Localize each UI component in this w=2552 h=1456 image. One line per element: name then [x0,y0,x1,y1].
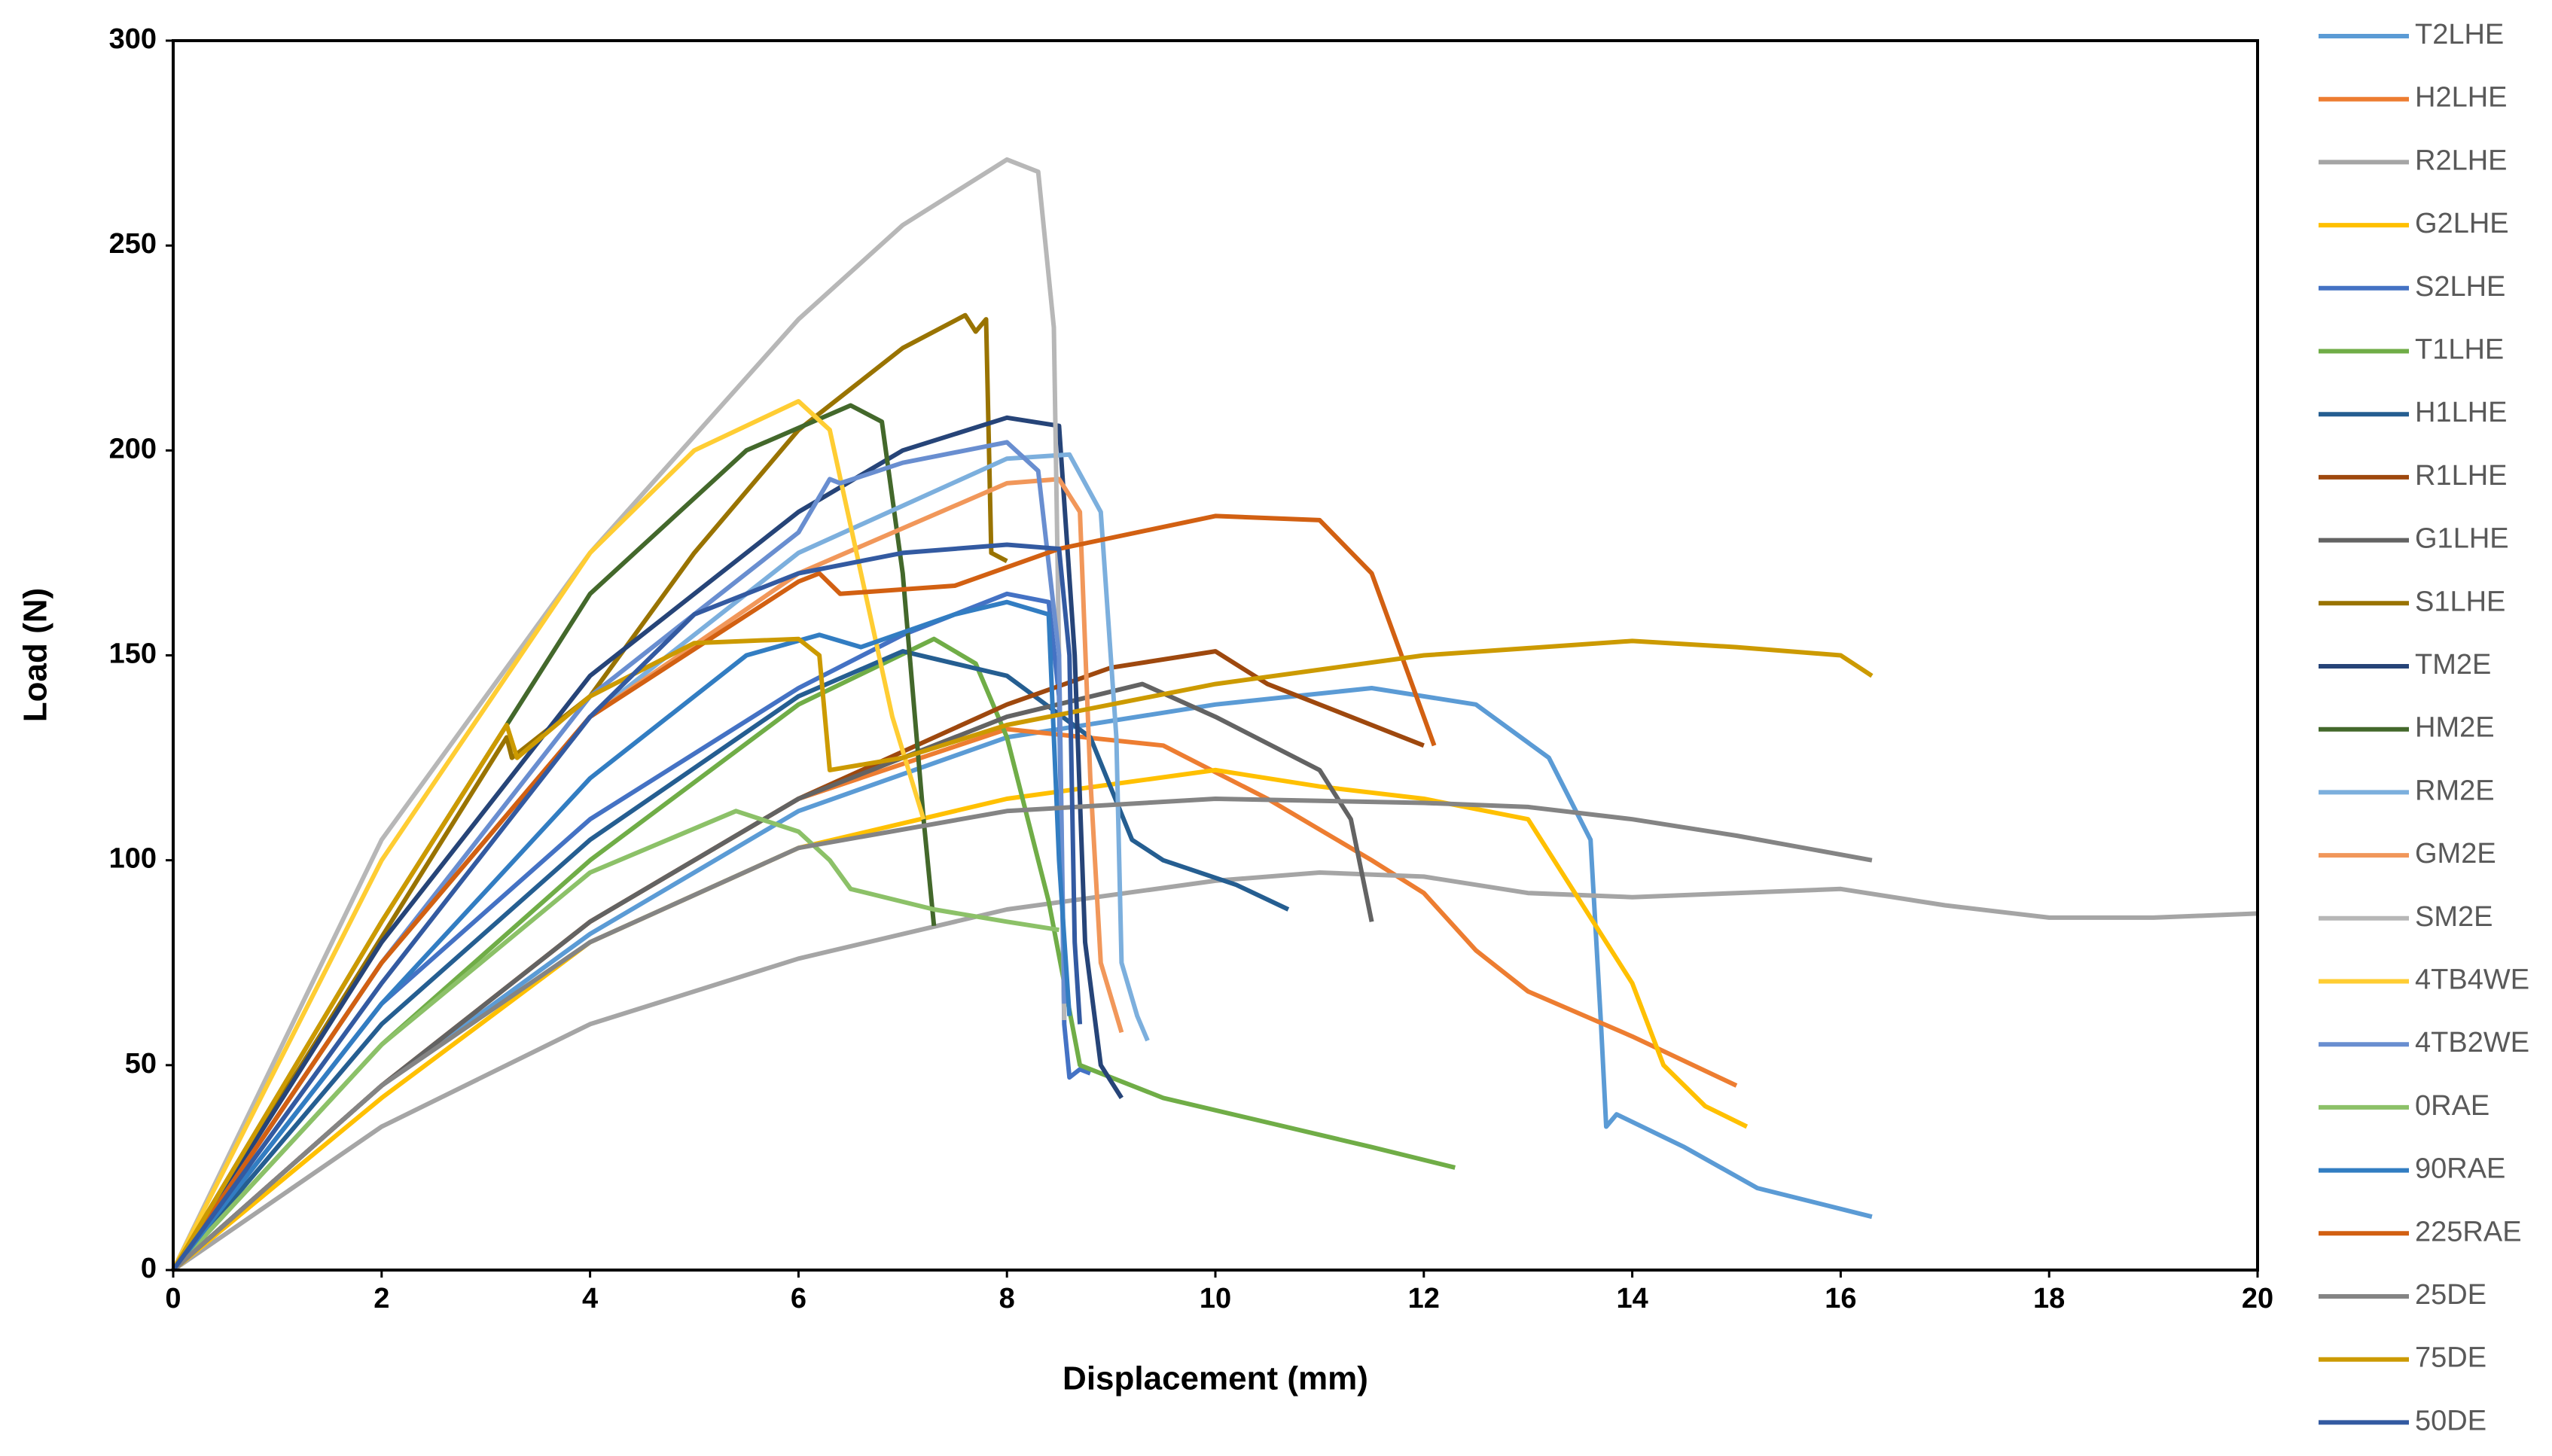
legend-label: 50DE [2415,1405,2486,1436]
legend-label: T2LHE [2415,19,2504,50]
y-tick-label: 250 [109,228,157,260]
y-tick-label: 300 [109,23,157,55]
x-tick-label: 20 [2242,1283,2273,1314]
y-tick-label: 100 [109,843,157,875]
data-line [171,599,1072,1272]
plot-frame [172,39,2259,1272]
data-line [171,542,1083,1272]
data-line [171,399,926,1272]
x-tick-label: 10 [1200,1283,1231,1314]
data-line [171,403,937,1272]
legend-label: S2LHE [2415,271,2505,303]
plot-lines [171,157,2258,1272]
legend-label: 225RAE [2415,1216,2522,1247]
legend-label: H1LHE [2415,397,2508,428]
data-line [171,636,1874,1272]
data-line [171,636,1456,1272]
x-tick-label: 12 [1408,1283,1440,1314]
x-tick-label: 4 [582,1283,598,1314]
y-tick-label: 150 [109,638,157,670]
data-line [171,513,1437,1272]
x-tick-label: 14 [1616,1283,1648,1314]
data-line [171,157,1067,1272]
data-line [171,809,1060,1272]
x-tick-label: 16 [1825,1283,1856,1314]
data-line [172,686,1873,1272]
y-axis-title: Load (N) [17,588,54,722]
data-line [171,415,1124,1272]
legend-label: 4TB2WE [2415,1027,2529,1058]
legend-label: S1LHE [2415,586,2505,617]
data-line [171,649,1290,1272]
legend-label: GM2E [2415,838,2496,870]
legend-label: H2LHE [2415,82,2508,114]
x-axis-title: Displacement (mm) [1063,1360,1368,1397]
x-tick-label: 6 [791,1283,806,1314]
legend-label: R1LHE [2415,460,2508,492]
legend-label: T1LHE [2415,334,2504,366]
legend-label: RM2E [2415,775,2495,806]
y-tick-label: 50 [125,1048,157,1080]
data-line [171,591,1091,1272]
data-line [172,797,1873,1272]
legend-label: 75DE [2415,1342,2486,1374]
legend-label: SM2E [2415,901,2493,933]
legend-label: 90RAE [2415,1153,2505,1185]
x-tick-label: 18 [2033,1283,2065,1314]
legend: T2LHE H2LHE R2LHE G2LHE S2LHE T1LHE H1LHE R1LHE… [2319,19,2529,1436]
y-tick-label: 200 [109,433,157,465]
legend-label: 4TB4WE [2415,964,2529,996]
x-tick-label: 0 [165,1283,181,1314]
legend-label: G2LHE [2415,208,2509,239]
data-line [171,312,1008,1272]
y-tick-label: 0 [141,1253,157,1284]
x-tick-label: 2 [374,1283,389,1314]
data-line [171,440,1067,1272]
legend-label: HM2E [2415,712,2495,744]
legend-label: TM2E [2415,649,2491,681]
data-line [172,870,2258,1272]
legend-label: 0RAE [2415,1090,2489,1122]
legend-label: 25DE [2415,1279,2486,1311]
legend-label: R2LHE [2415,145,2508,176]
x-tick-label: 8 [999,1283,1015,1314]
legend-label: G1LHE [2415,523,2509,555]
